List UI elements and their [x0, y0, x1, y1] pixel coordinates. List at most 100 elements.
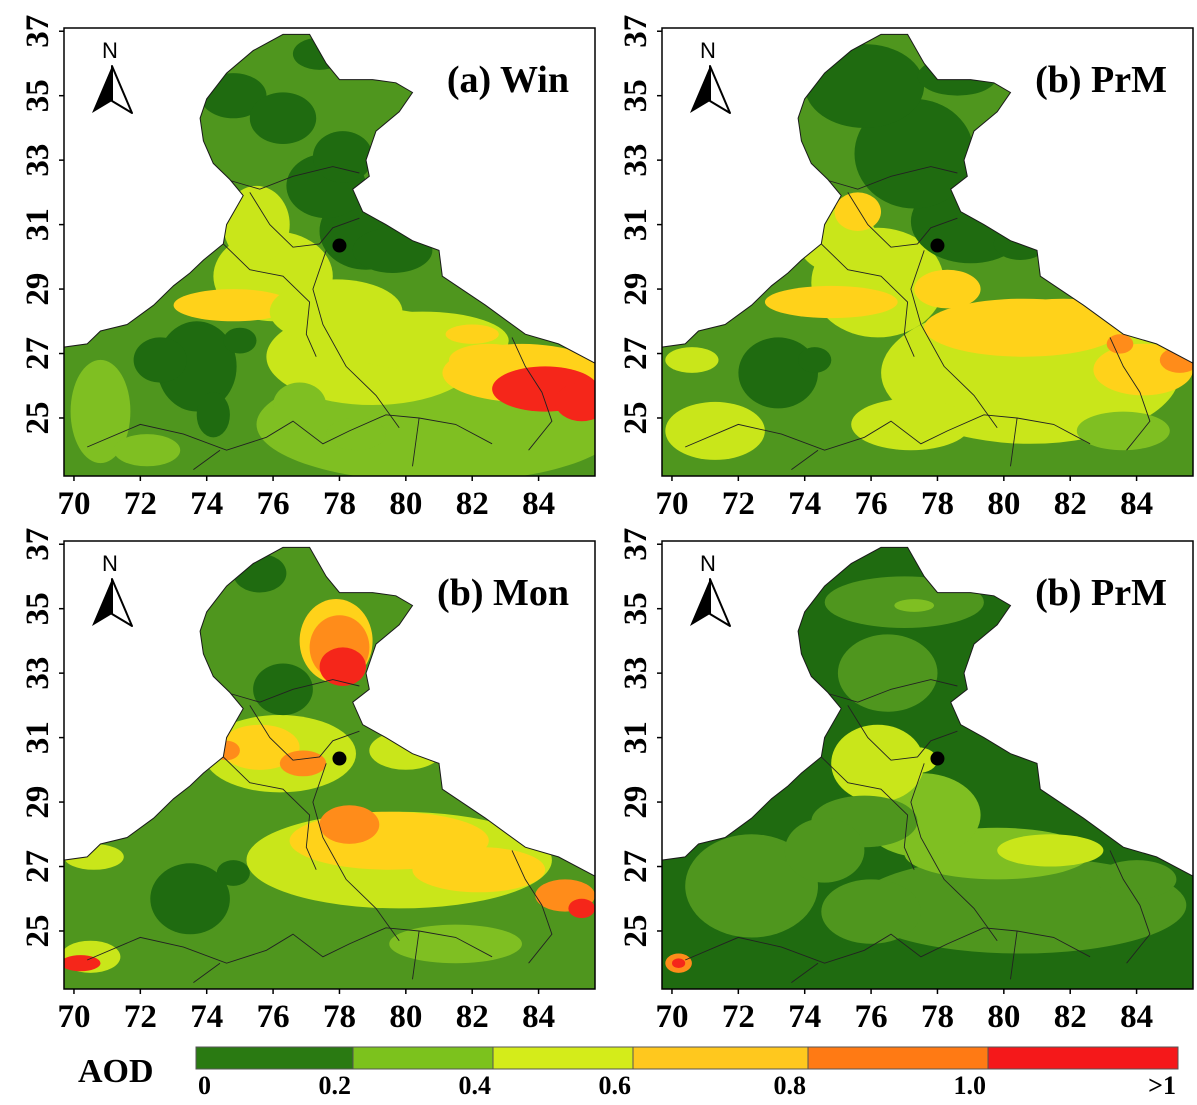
map-frame: [661, 27, 1194, 477]
state-boundary: [1109, 850, 1151, 964]
colorbar-bin: [195, 1046, 354, 1070]
map-panel-post-monsoon: N (b) PrM 70 72 74 76 78 80 82 84 25 27 29 31 33 35 37: [618, 528, 1194, 1035]
state-boundary: [312, 763, 400, 941]
lon-tick-label: 78: [323, 999, 356, 1035]
colorbar-tick-label: 0.2: [319, 1071, 352, 1100]
colorbar-tick-label: >1: [1148, 1071, 1176, 1100]
lat-tick-label: 27: [618, 850, 654, 883]
map-panel-monsoon: N (b) Mon 70 72 74 76 78 80 82 84 25 27 29 31 33 35 37: [20, 528, 596, 1035]
state-boundary: [847, 192, 958, 248]
state-boundary: [222, 243, 317, 357]
state-boundary: [249, 192, 360, 248]
lat-tick-label: 27: [20, 850, 56, 883]
aod-region: [113, 434, 181, 467]
lon-tick-label: 76: [855, 486, 888, 522]
map-frame: [661, 540, 1194, 990]
map-panel-winter: N (a) Win 70 72 74 76 78 80 82 84 25 27 29 31 33 35 37: [20, 15, 596, 522]
state-boundary: [249, 705, 360, 761]
aod-region: [216, 860, 250, 886]
aod-region: [784, 818, 865, 883]
aod-region: [1096, 860, 1177, 899]
state-boundary: [824, 166, 958, 190]
north-arrow-icon: N: [92, 551, 133, 627]
aod-region: [312, 131, 373, 183]
state-boundary: [511, 337, 553, 451]
aod-region: [269, 279, 403, 344]
aod-region: [997, 834, 1104, 867]
aod-region: [685, 834, 818, 938]
lon-tick-label: 70: [655, 999, 688, 1035]
aod-region: [555, 382, 595, 422]
state-boundary: [412, 417, 420, 467]
aod-region: [1076, 411, 1170, 451]
panel-title: (b) PrM: [1035, 572, 1167, 614]
lon-tick-label: 74: [190, 486, 223, 522]
north-label: N: [700, 551, 716, 576]
colorbar-bin: [492, 1046, 634, 1070]
aod-region: [804, 44, 925, 128]
colorbar-bin: [987, 1046, 1179, 1070]
colorbar-bin: [807, 1046, 989, 1070]
colorbar-tick-label: 0.8: [774, 1071, 807, 1100]
station-marker: [332, 238, 347, 253]
lat-tick-label: 27: [20, 337, 56, 370]
panel-title: (b) Mon: [437, 572, 569, 614]
state-boundary: [824, 679, 958, 703]
state-boundary: [847, 705, 958, 761]
region-boundary: [661, 546, 1194, 990]
aod-region: [672, 958, 686, 968]
aod-region: [665, 401, 765, 460]
lat-tick-label: 35: [618, 592, 654, 625]
aod-region: [173, 289, 293, 322]
lat-tick-label: 29: [618, 273, 654, 306]
aod-region: [798, 347, 832, 373]
colorbar-tick-label: 0.6: [599, 1071, 632, 1100]
region-boundary: [63, 33, 596, 477]
aod-region: [897, 747, 938, 774]
aod-region: [568, 898, 595, 919]
aod-region: [196, 392, 230, 438]
state-boundary: [312, 250, 400, 428]
lon-tick-label: 78: [921, 486, 954, 522]
lat-tick-label: 35: [20, 79, 56, 112]
state-boundary: [87, 414, 493, 451]
lon-tick-label: 76: [257, 999, 290, 1035]
state-boundary: [226, 166, 360, 190]
map-panel-pre-monsoon: N (b) PrM 70 72 74 76 78 80 82 84 25 27 29 31 33 35 37: [618, 15, 1194, 522]
lon-tick-label: 70: [57, 486, 90, 522]
aod-region: [64, 955, 101, 972]
state-boundary: [87, 927, 493, 964]
aod-region: [834, 192, 881, 231]
lon-tick-label: 84: [1120, 486, 1153, 522]
aod-region: [292, 37, 347, 70]
aod-region: [665, 347, 719, 373]
lon-tick-label: 74: [190, 999, 223, 1035]
aod-region: [369, 731, 443, 770]
lon-tick-label: 76: [257, 486, 290, 522]
lat-tick-label: 33: [618, 144, 654, 177]
aod-region: [326, 418, 386, 451]
state-boundary: [511, 850, 553, 964]
lat-tick-label: 31: [618, 721, 654, 754]
station-marker: [930, 238, 945, 253]
aod-region: [223, 185, 290, 264]
aod-region: [150, 863, 230, 935]
lon-tick-label: 70: [655, 486, 688, 522]
lon-tick-label: 82: [456, 999, 489, 1035]
aod-region: [445, 324, 499, 344]
aod-region: [837, 634, 938, 712]
lon-tick-label: 80: [987, 999, 1020, 1035]
lon-tick-label: 82: [1054, 486, 1087, 522]
aod-region: [253, 663, 313, 716]
state-boundary: [820, 243, 915, 357]
map-frame: [63, 27, 596, 477]
state-boundary: [685, 414, 1091, 451]
state-boundary: [910, 763, 998, 941]
aod-region: [223, 327, 257, 354]
aod-region: [831, 724, 925, 803]
lat-tick-label: 29: [20, 786, 56, 819]
state-boundary: [193, 962, 221, 983]
lat-tick-label: 25: [618, 402, 654, 435]
aod-region: [279, 750, 327, 777]
lon-tick-label: 78: [323, 486, 356, 522]
